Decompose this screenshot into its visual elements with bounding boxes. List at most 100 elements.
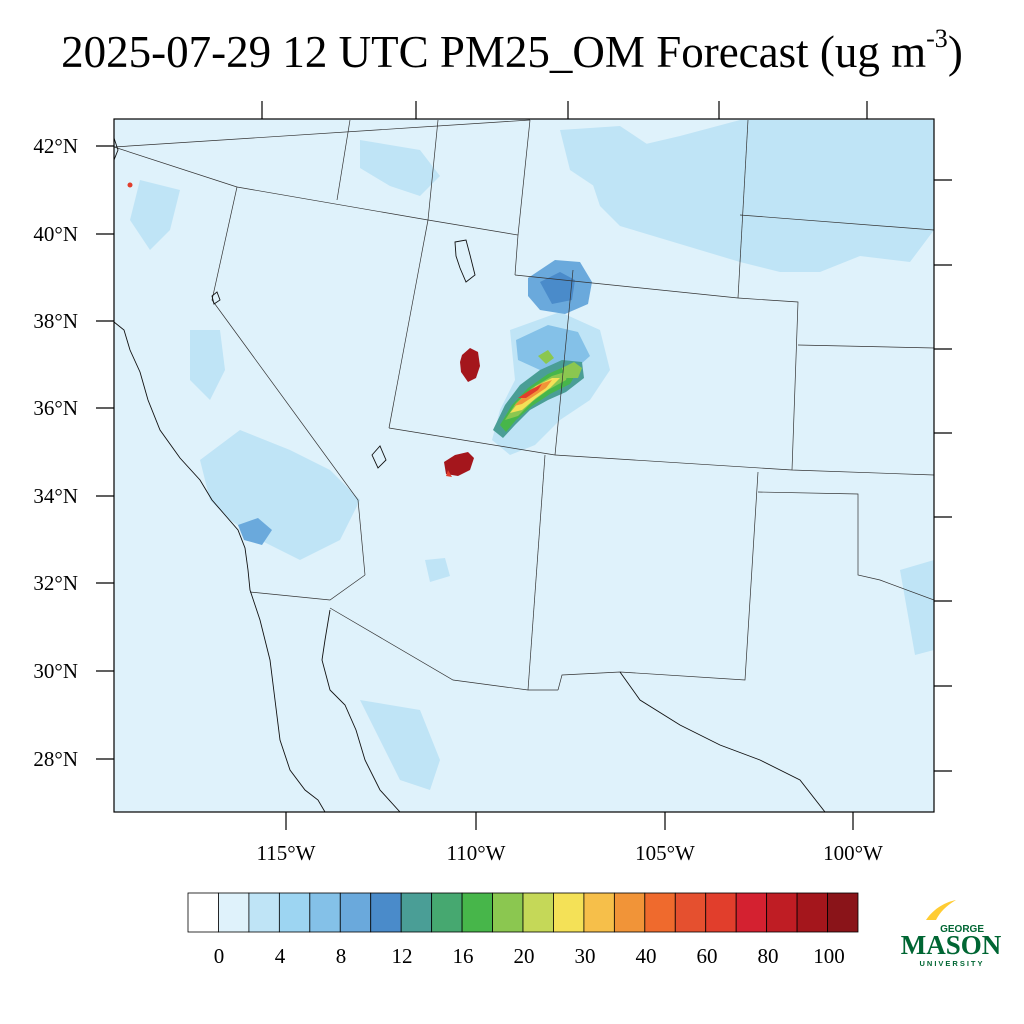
lake-mead [371, 445, 387, 469]
colorbar-cell [583, 892, 615, 933]
colorbar-label: 40 [636, 944, 657, 968]
haze-texas [900, 560, 934, 655]
title-superscript: -3 [926, 24, 948, 53]
border-co-nm [554, 454, 934, 476]
colorbar-label: 16 [453, 944, 474, 968]
colorbar-cell [644, 892, 676, 933]
lat-label: 28°N [33, 747, 78, 771]
state-boundaries [114, 119, 934, 691]
lat-label: 38°N [33, 309, 78, 333]
colorbar-label: 30 [575, 944, 596, 968]
colorbar-label: 8 [336, 944, 347, 968]
fire-nevada-point [127, 182, 133, 188]
colorbar-cell [766, 892, 798, 933]
colorbar-label: 20 [514, 944, 535, 968]
coastlines [114, 137, 826, 812]
lat-label: 34°N [33, 484, 78, 508]
colorbar-label: 12 [392, 944, 413, 968]
colorbar-cell [796, 892, 828, 933]
border-id-wy [427, 119, 439, 221]
border-ut-co [554, 269, 574, 456]
colorbar-cell [492, 892, 524, 933]
colorbar-label: 0 [214, 944, 225, 968]
colorbar-cell [461, 892, 493, 933]
title-close: ) [947, 27, 963, 77]
coast-north [114, 137, 119, 161]
border-or-nv-id [114, 146, 238, 188]
colorbar-cell [613, 892, 646, 933]
right-ticks [934, 179, 952, 772]
lake-salt [454, 239, 476, 283]
plume-sw-colorado [516, 325, 590, 372]
colorbar-labels: 0 4 8 12 16 20 30 40 60 80 100 [214, 944, 845, 968]
plume-east-green [562, 362, 582, 378]
border-id-nv-ut [236, 186, 429, 221]
colorbar-cell [309, 892, 341, 933]
colorbar-label: 100 [813, 944, 845, 968]
border-wy-east [737, 119, 749, 299]
haze-socal [200, 430, 360, 560]
border-ca-az [249, 574, 366, 601]
plume-socal-core [238, 518, 272, 545]
haze-montana [360, 140, 440, 196]
colorbar-cell [400, 892, 433, 933]
haze-nm [425, 558, 450, 582]
haze-northeast [590, 120, 934, 272]
colorbar-cell [735, 892, 768, 933]
border-id-mt [336, 119, 351, 201]
left-ticks [96, 145, 114, 760]
top-ticks [261, 101, 868, 119]
longitude-labels: 115°W 110°W 105°W 100°W [257, 841, 884, 865]
lon-label: 110°W [447, 841, 506, 865]
border-tx-ok [757, 491, 934, 601]
lon-label: 100°W [823, 841, 883, 865]
fire-arizona [444, 452, 474, 476]
border-ca-nv [211, 186, 366, 576]
gmu-logo: GEORGE MASON UNIVERSITY [901, 900, 1002, 968]
haze-gulf [360, 700, 440, 790]
concentration-field [127, 120, 934, 790]
colorbar-label: 60 [697, 944, 718, 968]
lat-label: 32°N [33, 571, 78, 595]
haze-wyoming [560, 126, 650, 190]
border-wy-co-ne [514, 274, 739, 299]
border-co-ne [737, 297, 799, 471]
border-ut-az [388, 427, 556, 456]
lat-label: 30°N [33, 659, 78, 683]
latitude-labels: 42°N 40°N 38°N 36°N 34°N 32°N 30°N 28°N [33, 134, 78, 771]
colorbar-cell [218, 892, 250, 933]
border-nv-ut [388, 219, 429, 429]
lat-label: 40°N [33, 222, 78, 246]
colorbar-cell [339, 892, 372, 933]
colorbar-cell [553, 892, 585, 933]
plume-north-green [538, 350, 554, 364]
lat-label: 36°N [33, 396, 78, 420]
haze-california [190, 330, 225, 400]
lon-label: 105°W [635, 841, 695, 865]
logo-line1: GEORGE [940, 924, 984, 935]
haze-nevada [130, 180, 180, 250]
border-ne-north [739, 214, 934, 231]
map-frame [113, 118, 935, 813]
colorbar-cell [248, 892, 280, 933]
border-mt-wy [114, 119, 531, 148]
logo-swoosh [926, 900, 956, 920]
border-ks-ne [797, 344, 934, 349]
colorbar-cell [370, 892, 402, 933]
logo-line2: MASON [901, 930, 1002, 960]
colorbar-cell [431, 892, 463, 933]
plume-band-yellow [510, 378, 560, 413]
plume-band-red [518, 384, 542, 398]
border-az-mexico [329, 607, 558, 691]
colorbar [187, 892, 859, 933]
colorbar-cell [187, 892, 219, 933]
border-wy-sd [517, 119, 531, 236]
coast-california [114, 321, 326, 812]
lat-label: 42°N [33, 134, 78, 158]
colorbar-cell [674, 892, 707, 933]
fire-utah [460, 348, 480, 382]
colorbar-cell [705, 892, 737, 933]
lake-tahoe [211, 291, 221, 305]
border-az-nm [527, 454, 546, 691]
